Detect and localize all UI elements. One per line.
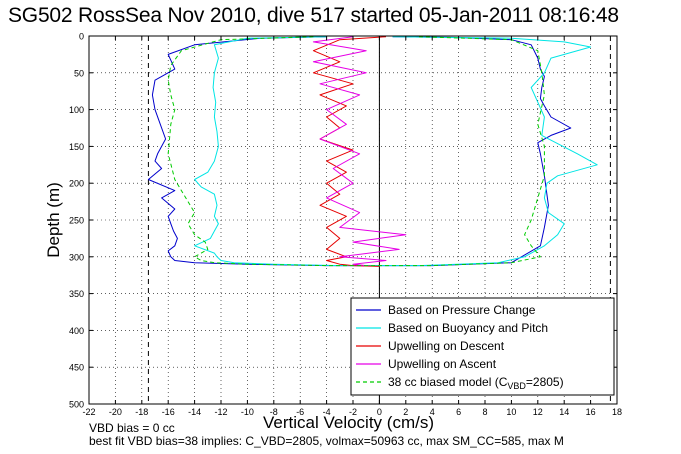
- y-tick-label: 0: [79, 32, 84, 42]
- y-axis-ticks: 0 50 100 150 200 250 300 350 400 450 500: [69, 32, 617, 410]
- x-tick-label: 6: [456, 407, 461, 417]
- x-tick-label: 16: [586, 407, 596, 417]
- legend: Based on Pressure Change Based on Buoyanc…: [350, 297, 615, 396]
- y-tick-label: 200: [69, 179, 84, 189]
- legend-label: Upwelling on Descent: [388, 339, 505, 353]
- y-tick-label: 500: [69, 400, 84, 410]
- x-tick-label: -12: [214, 407, 227, 417]
- y-tick-label: 350: [69, 289, 84, 299]
- series-group: [147, 36, 598, 267]
- x-tick-label: -6: [296, 407, 304, 417]
- y-tick-label: 100: [69, 105, 84, 115]
- x-tick-label: -22: [82, 407, 95, 417]
- y-tick-label: 150: [69, 142, 84, 152]
- legend-label: Based on Buoyancy and Pitch: [388, 321, 548, 335]
- x-tick-label: 2: [403, 407, 408, 417]
- legend-label: 38 cc biased model (CVBD=2805): [388, 375, 564, 391]
- x-tick-label: 14: [559, 407, 569, 417]
- series-line: [312, 36, 407, 267]
- x-tick-label: 4: [430, 407, 435, 417]
- y-tick-label: 50: [74, 68, 84, 78]
- x-tick-label: 12: [533, 407, 543, 417]
- y-axis-label: Depth (m): [44, 182, 63, 258]
- x-tick-label: 8: [482, 407, 487, 417]
- best-fit-note: best fit VBD bias=38 implies: C_VBD=2805…: [89, 434, 564, 448]
- x-tick-label: 18: [612, 407, 622, 417]
- x-tick-label: -8: [270, 407, 278, 417]
- vbd-bias-note: VBD bias = 0 cc: [89, 421, 175, 435]
- x-tick-label: -20: [109, 407, 122, 417]
- legend-label: Based on Pressure Change: [388, 303, 536, 317]
- legend-box: [350, 297, 615, 396]
- x-tick-label: -14: [188, 407, 201, 417]
- series-line: [167, 36, 545, 267]
- chart-title: SG502 RossSea Nov 2010, dive 517 started…: [8, 4, 619, 27]
- legend-label: Upwelling on Ascent: [388, 357, 497, 371]
- x-tick-label: -10: [241, 407, 254, 417]
- y-tick-label: 400: [69, 326, 84, 336]
- x-tick-label: -16: [162, 407, 175, 417]
- x-tick-label: 10: [506, 407, 516, 417]
- x-axis-ticks: -22 -20 -18 -16 -14 -12 -10 -8 -6 -4 -2 0 2 4 6 8 10 12 14…: [82, 36, 622, 417]
- y-tick-label: 250: [69, 216, 84, 226]
- x-tick-label: -4: [323, 407, 331, 417]
- series-line: [147, 36, 572, 267]
- x-tick-label: -2: [349, 407, 357, 417]
- x-tick-label: 0: [377, 407, 382, 417]
- series-line: [194, 36, 598, 267]
- x-axis-label: Vertical Velocity (cm/s): [263, 413, 434, 432]
- y-tick-label: 300: [69, 252, 84, 262]
- y-tick-label: 450: [69, 363, 84, 373]
- x-tick-label: -18: [135, 407, 148, 417]
